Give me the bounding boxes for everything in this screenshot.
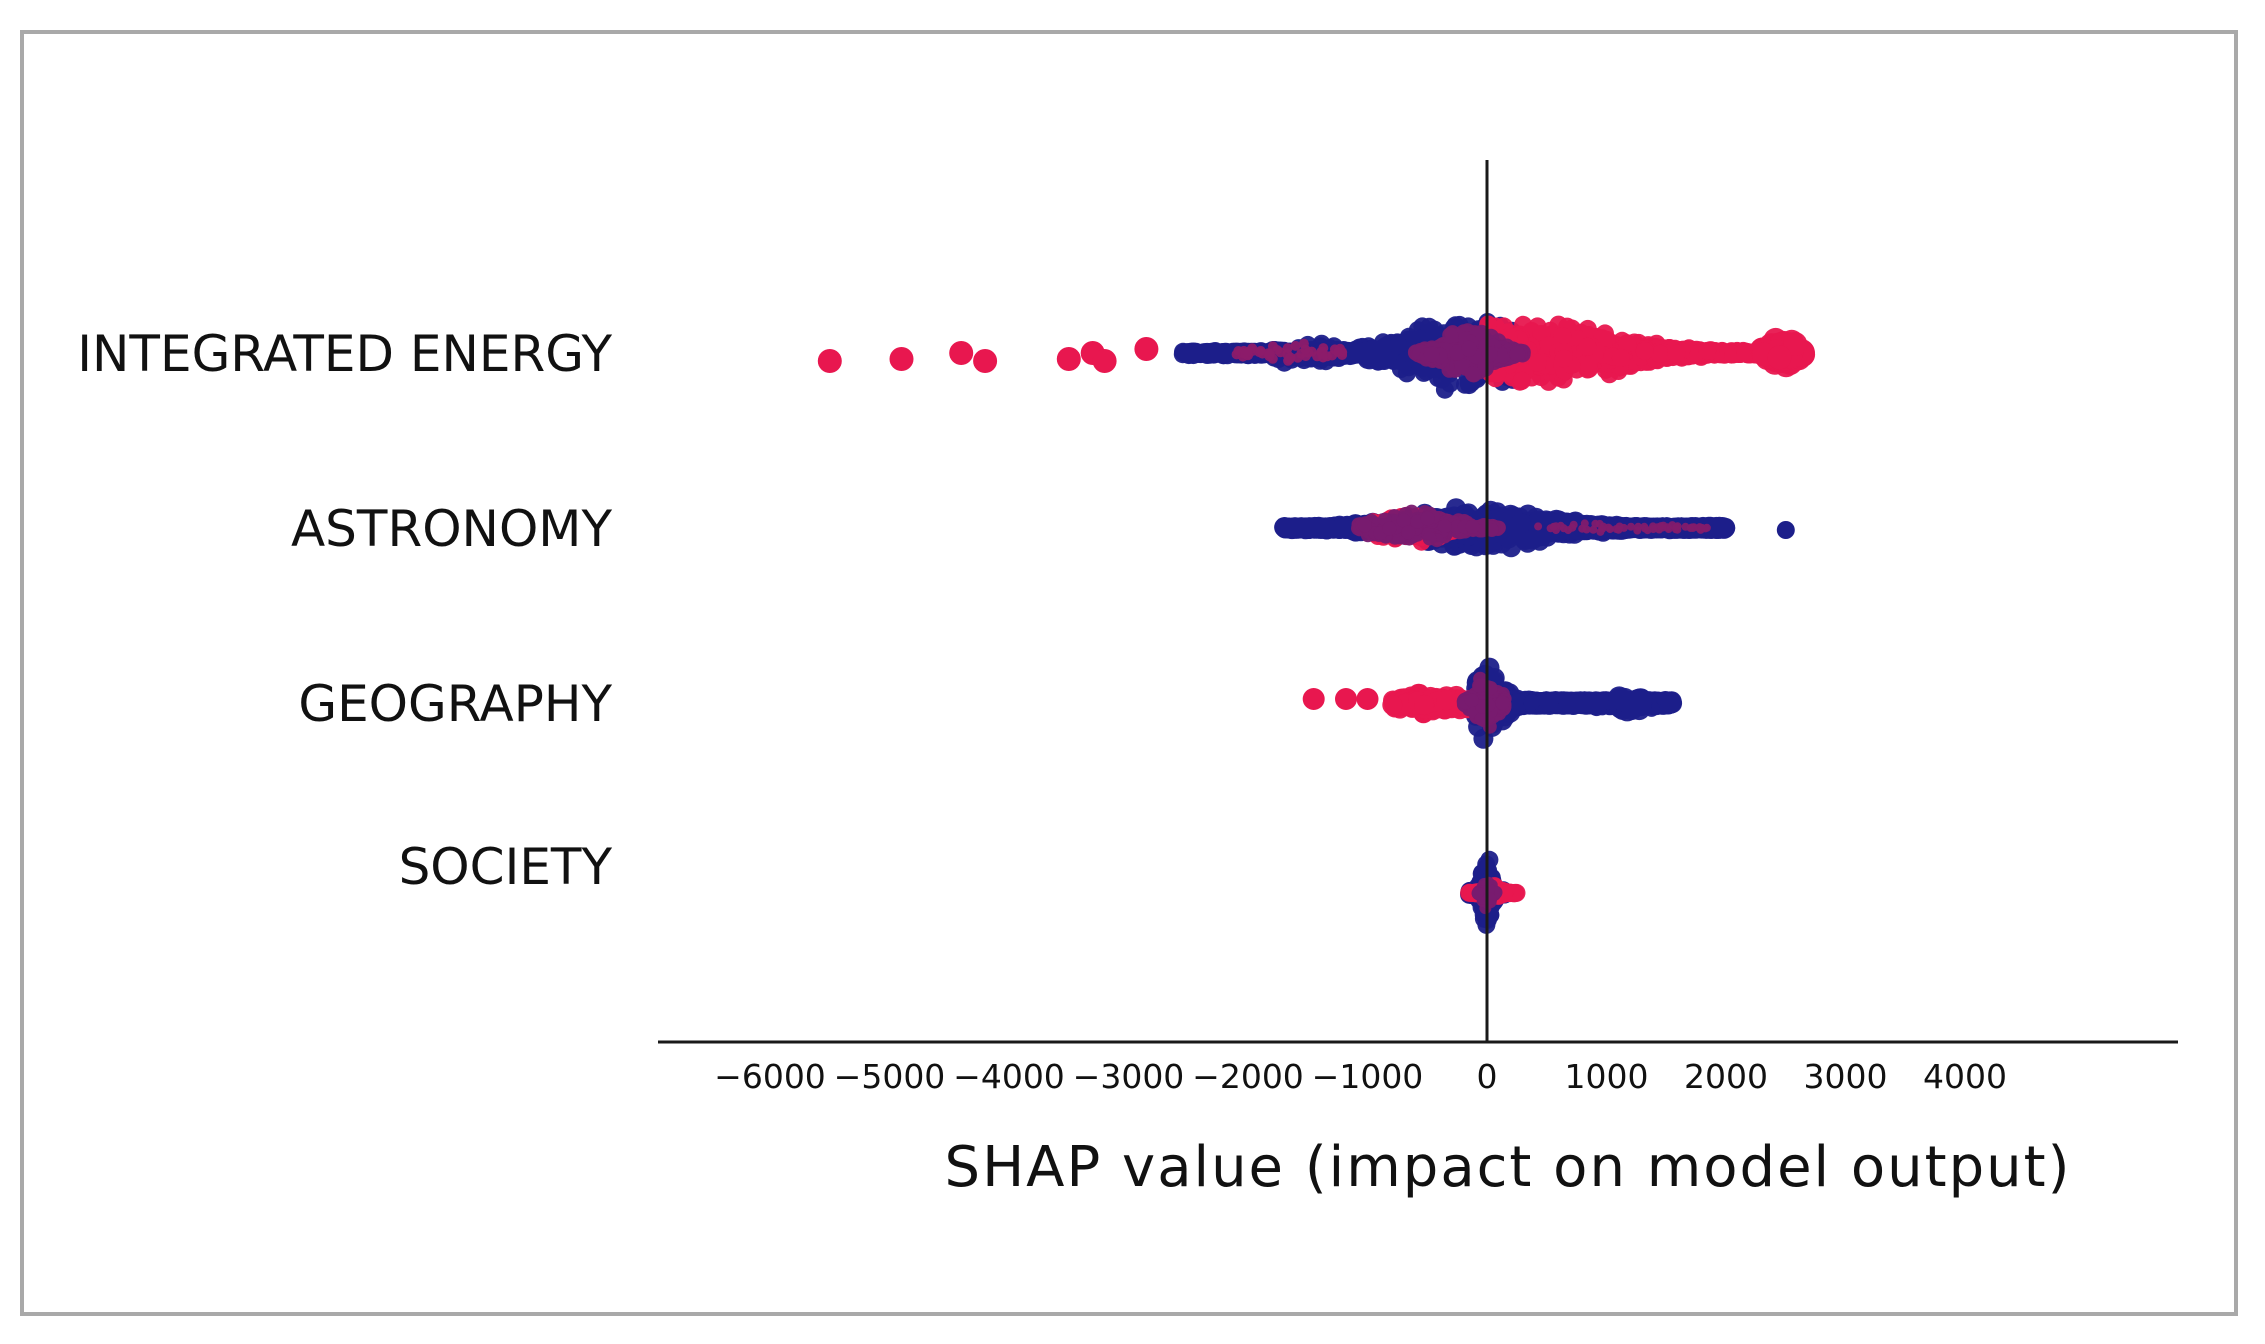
shap-point-mid [1242, 347, 1253, 357]
shap-point-low [1558, 698, 1575, 715]
shap-point-mid [1580, 519, 1589, 528]
shap-point-mid [1422, 531, 1437, 546]
shap-point-low [1522, 529, 1543, 550]
shap-point-high [1783, 332, 1808, 356]
beeswarm-points [817, 313, 1816, 934]
shap-point-mid [1606, 525, 1614, 534]
shap-point-high [1698, 341, 1717, 360]
shap-point-mid [1382, 521, 1397, 536]
shap-point-low [1523, 694, 1540, 711]
shap-point-mid [1423, 346, 1440, 363]
shap-point-mid [1549, 522, 1558, 531]
shap-point-mid [1357, 518, 1372, 533]
shap-point-high [1134, 337, 1159, 361]
shap-point-mid [1494, 347, 1511, 364]
shap-point-low [1218, 346, 1237, 365]
shap-point-low [1299, 518, 1320, 539]
shap-point-mid [1656, 522, 1665, 531]
shap-point-mid [1449, 344, 1465, 361]
shap-point-mid [1333, 347, 1344, 357]
shap-point-high [1618, 334, 1637, 353]
shap-point-low [1356, 341, 1375, 360]
shap-point-mid [1420, 511, 1435, 526]
shap-point-mid [1461, 340, 1478, 357]
shap-point-low [1441, 374, 1459, 393]
shap-point-high [1528, 353, 1547, 372]
shap-point-mid [1437, 519, 1452, 534]
shap-point-high [1667, 344, 1686, 363]
shap-point-low [1318, 518, 1339, 539]
shap-point-mid [1290, 340, 1301, 351]
shap-point-high [817, 349, 842, 373]
shap-point-mid [1264, 349, 1275, 360]
shap-point-mid [1559, 524, 1568, 533]
shap-point-low [1199, 343, 1218, 362]
shap-point-high [1554, 349, 1573, 368]
shap-point-high [889, 347, 914, 371]
shap-point-high [1056, 347, 1081, 371]
shap-point-high [1650, 344, 1669, 363]
shap-point-high [1578, 337, 1597, 356]
shap-point-high [1553, 327, 1572, 346]
shap-point-low [1389, 336, 1408, 355]
shap-point-high [1092, 349, 1117, 373]
shap-point-high [973, 349, 998, 373]
shap-point-mid [1465, 519, 1480, 534]
shap-point-low [1182, 342, 1201, 361]
shap-point-mid [1477, 359, 1494, 375]
shap-point-mid [1534, 522, 1543, 531]
shap-point-high [1611, 348, 1630, 367]
shap-point-low [1543, 692, 1560, 708]
shap-point-mid [1282, 343, 1293, 354]
shap-point-mid [1686, 524, 1695, 532]
shap-point-mid [1591, 519, 1600, 528]
shap-point-high [1512, 371, 1531, 390]
shap-point-mid [1401, 525, 1416, 540]
shap-point-high [1736, 343, 1755, 361]
shap-point-mid [1442, 327, 1459, 344]
shap-point-mid [1589, 525, 1598, 534]
shap-point-high [1635, 342, 1654, 360]
shap-point-mid [1481, 346, 1498, 363]
shap-point-low [1594, 694, 1611, 711]
shap-point-mid [1300, 344, 1311, 355]
shap-point-mid [1509, 345, 1526, 362]
shap-point-high [1767, 345, 1792, 370]
shap-point-mid [1697, 523, 1706, 532]
shap-point-mid [1255, 345, 1266, 356]
shap-point-low [1391, 360, 1410, 378]
shap-point-mid [1598, 524, 1607, 533]
shap-point-mid [1634, 522, 1643, 531]
shap-point-low [1282, 517, 1303, 538]
shap-point-mid [1615, 522, 1624, 531]
shap-point-mid [1672, 523, 1681, 532]
shap-point-low [1660, 695, 1677, 712]
chart-frame [20, 30, 2238, 1316]
shap-point-mid [1396, 513, 1411, 528]
shap-point-mid [1283, 355, 1294, 366]
shap-point-low [1510, 693, 1527, 710]
shap-point-mid [1318, 352, 1329, 363]
shap-point-mid [1627, 522, 1635, 531]
shap-point-mid [1464, 366, 1481, 382]
shap-point-mid [1649, 522, 1657, 531]
shap-point-low [1776, 521, 1795, 539]
shap-point-high [949, 341, 974, 365]
